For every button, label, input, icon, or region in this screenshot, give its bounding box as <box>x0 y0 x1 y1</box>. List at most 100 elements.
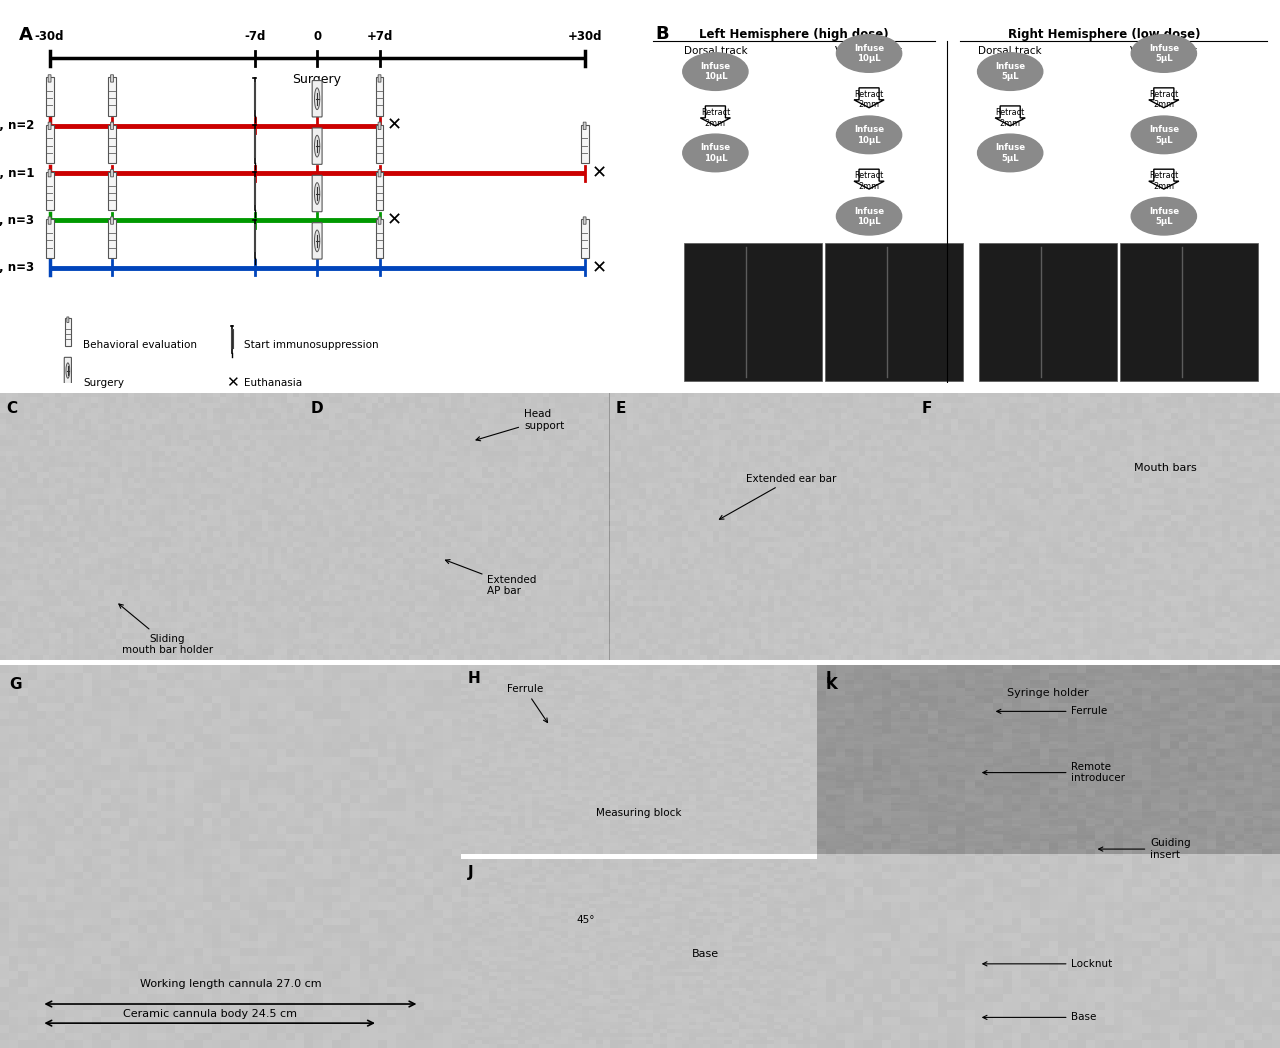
FancyBboxPatch shape <box>375 172 384 211</box>
FancyArrow shape <box>1148 88 1179 108</box>
Circle shape <box>67 363 69 378</box>
Text: C30, n=3: C30, n=3 <box>0 261 35 275</box>
FancyBboxPatch shape <box>584 217 586 224</box>
Text: Infuse
5μL: Infuse 5μL <box>1148 125 1179 145</box>
FancyBboxPatch shape <box>46 219 54 258</box>
Text: G: G <box>9 677 22 692</box>
Text: D: D <box>311 401 324 416</box>
Text: Extended ear bar: Extended ear bar <box>719 474 837 520</box>
FancyArrow shape <box>1148 169 1179 189</box>
Text: Ventral track: Ventral track <box>836 46 902 57</box>
Text: Mouth bars: Mouth bars <box>1134 463 1197 473</box>
FancyBboxPatch shape <box>581 219 589 258</box>
Text: Ventral track: Ventral track <box>1130 46 1198 57</box>
Text: -7d: -7d <box>244 30 265 43</box>
Text: Retract
2mm: Retract 2mm <box>700 108 730 128</box>
Text: 45°: 45° <box>576 915 595 924</box>
Text: Behavioral evaluation: Behavioral evaluation <box>83 341 197 350</box>
FancyBboxPatch shape <box>110 170 114 177</box>
Text: Surgery: Surgery <box>83 377 124 388</box>
Circle shape <box>315 182 320 204</box>
Text: Dorsal track: Dorsal track <box>978 46 1042 57</box>
Text: Ferrule: Ferrule <box>507 683 548 722</box>
Text: Euthanasia: Euthanasia <box>244 377 302 388</box>
Text: Ceramic cannula body 24.5 cm: Ceramic cannula body 24.5 cm <box>123 1009 297 1020</box>
FancyBboxPatch shape <box>584 123 586 130</box>
Circle shape <box>1132 197 1197 235</box>
Text: V7, n=2: V7, n=2 <box>0 119 35 132</box>
Text: Working length cannula 27.0 cm: Working length cannula 27.0 cm <box>140 979 321 988</box>
Text: Infuse
10μL: Infuse 10μL <box>854 44 884 63</box>
FancyBboxPatch shape <box>979 243 1116 380</box>
FancyBboxPatch shape <box>684 243 822 380</box>
Circle shape <box>682 52 748 90</box>
FancyBboxPatch shape <box>67 316 69 323</box>
FancyBboxPatch shape <box>64 357 72 384</box>
FancyBboxPatch shape <box>312 175 323 212</box>
Text: Right Hemisphere (low dose): Right Hemisphere (low dose) <box>1009 28 1201 41</box>
Text: ✕: ✕ <box>387 212 402 230</box>
FancyBboxPatch shape <box>110 74 114 82</box>
FancyBboxPatch shape <box>312 81 323 117</box>
Text: Infuse
5μL: Infuse 5μL <box>995 62 1025 82</box>
Text: I: I <box>826 671 832 686</box>
FancyBboxPatch shape <box>108 172 116 211</box>
Text: J: J <box>468 865 474 880</box>
Text: Base: Base <box>983 1012 1097 1023</box>
Text: Infuse
10μL: Infuse 10μL <box>854 206 884 226</box>
Text: 0: 0 <box>314 30 321 43</box>
FancyArrow shape <box>700 106 731 126</box>
Text: +7d: +7d <box>366 30 393 43</box>
Circle shape <box>836 197 901 235</box>
Circle shape <box>682 134 748 172</box>
Text: Dorsal track: Dorsal track <box>684 46 748 57</box>
Circle shape <box>978 52 1043 90</box>
FancyBboxPatch shape <box>312 222 323 259</box>
FancyBboxPatch shape <box>108 219 116 258</box>
Text: C: C <box>6 401 17 416</box>
Text: Head
support: Head support <box>476 409 564 441</box>
FancyBboxPatch shape <box>375 125 384 163</box>
FancyBboxPatch shape <box>46 125 54 163</box>
FancyBboxPatch shape <box>375 219 384 258</box>
Text: C7, n=3: C7, n=3 <box>0 214 35 227</box>
Text: V30, n=1: V30, n=1 <box>0 167 35 179</box>
Text: Ferrule: Ferrule <box>997 706 1107 717</box>
Text: Remote
introducer: Remote introducer <box>983 762 1125 784</box>
FancyArrow shape <box>854 88 884 108</box>
Text: K: K <box>826 677 837 692</box>
Text: H: H <box>468 671 481 686</box>
FancyBboxPatch shape <box>378 217 381 224</box>
FancyArrow shape <box>995 106 1025 126</box>
Circle shape <box>315 88 320 110</box>
FancyArrow shape <box>854 169 884 189</box>
FancyBboxPatch shape <box>312 128 323 165</box>
FancyBboxPatch shape <box>110 217 114 224</box>
FancyBboxPatch shape <box>49 217 51 224</box>
Text: E: E <box>616 401 626 416</box>
Text: B: B <box>655 24 669 43</box>
FancyBboxPatch shape <box>108 78 116 115</box>
Text: Retract
2mm: Retract 2mm <box>1149 90 1179 109</box>
Text: Infuse
5μL: Infuse 5μL <box>1148 44 1179 63</box>
Circle shape <box>315 135 320 157</box>
FancyBboxPatch shape <box>46 172 54 211</box>
Circle shape <box>315 231 320 252</box>
Circle shape <box>1132 35 1197 72</box>
Text: Base: Base <box>692 948 719 959</box>
FancyBboxPatch shape <box>378 170 381 177</box>
Text: Start immunosuppression: Start immunosuppression <box>244 341 379 350</box>
FancyBboxPatch shape <box>378 74 381 82</box>
Text: Extended
AP bar: Extended AP bar <box>445 560 536 596</box>
FancyBboxPatch shape <box>110 123 114 130</box>
Text: -30d: -30d <box>35 30 64 43</box>
Text: Guiding
insert: Guiding insert <box>1098 838 1190 860</box>
Text: Sliding
mouth bar holder: Sliding mouth bar holder <box>119 604 212 655</box>
Circle shape <box>836 35 901 72</box>
Text: ✕: ✕ <box>387 116 402 135</box>
FancyBboxPatch shape <box>1120 243 1258 380</box>
FancyBboxPatch shape <box>826 243 963 380</box>
Circle shape <box>1132 116 1197 154</box>
Text: Measuring block: Measuring block <box>596 808 681 817</box>
Text: Surgery: Surgery <box>293 73 342 86</box>
